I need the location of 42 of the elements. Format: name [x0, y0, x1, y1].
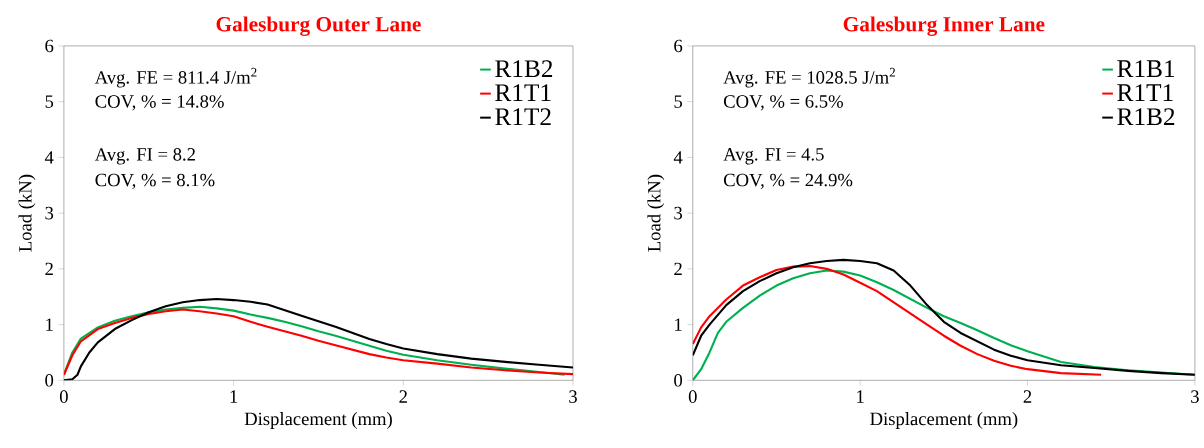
y-axis-title: Load (kN) — [18, 174, 36, 252]
x-tick-label: 1 — [857, 390, 864, 403]
x-tick-label: 3 — [569, 390, 577, 403]
y-tick-label: 5 — [674, 95, 683, 108]
y-tick-label: 0 — [674, 373, 683, 387]
y-tick-label: 5 — [45, 95, 54, 108]
y-tick-label: 6 — [674, 39, 683, 53]
y-tick-label: 3 — [45, 206, 54, 220]
y-tick-label: 4 — [44, 151, 54, 164]
y-axis-title: Load (kN) — [647, 174, 665, 252]
annotation: Avg. FI = 8.2 — [94, 147, 195, 165]
x-tick-label: 1 — [230, 390, 238, 403]
y-tick-label: 2 — [45, 262, 53, 275]
legend-label: R1B1 — [1117, 60, 1175, 77]
y-tick-label: 6 — [45, 39, 54, 53]
x-axis-title: Displacement (mm) — [870, 411, 1018, 429]
chart-title: Galesburg Outer Lane — [216, 16, 421, 36]
x-tick-label: 2 — [1023, 390, 1032, 403]
annotation: COV, % = 24.9% — [723, 173, 853, 189]
y-tick-label: 1 — [46, 318, 53, 331]
y-tick-label: 0 — [45, 373, 54, 387]
legend-label: R1T2 — [495, 108, 551, 125]
annotation: Avg. FE = 811.4 J/m$^{2}$ — [94, 67, 257, 88]
y-tick-label: 2 — [674, 262, 682, 275]
chart-title: Galesburg Inner Lane — [843, 16, 1045, 36]
legend-label: R1T1 — [495, 84, 551, 101]
legend-label: R1B2 — [1117, 108, 1175, 125]
x-tick-label: 2 — [399, 390, 407, 403]
x-tick-label: 3 — [1191, 390, 1199, 403]
annotation: COV, % = 6.5% — [723, 95, 843, 111]
x-axis-title: Displacement (mm) — [244, 411, 392, 429]
y-tick-label: 1 — [675, 318, 682, 331]
annotation: COV, % = 14.8% — [95, 95, 224, 111]
legend-label: R1T1 — [1117, 84, 1173, 101]
y-tick-label: 4 — [673, 151, 683, 164]
annotation: COV, % = 8.1% — [95, 173, 215, 189]
annotation: Avg. FE = 1028.5 J/m$^{2}$ — [723, 67, 895, 88]
legend-label: R1B2 — [495, 60, 553, 77]
x-tick-label: 0 — [59, 390, 68, 403]
y-tick-label: 3 — [674, 206, 683, 220]
annotation: Avg. FI = 4.5 — [723, 148, 824, 165]
x-tick-label: 0 — [688, 390, 697, 403]
